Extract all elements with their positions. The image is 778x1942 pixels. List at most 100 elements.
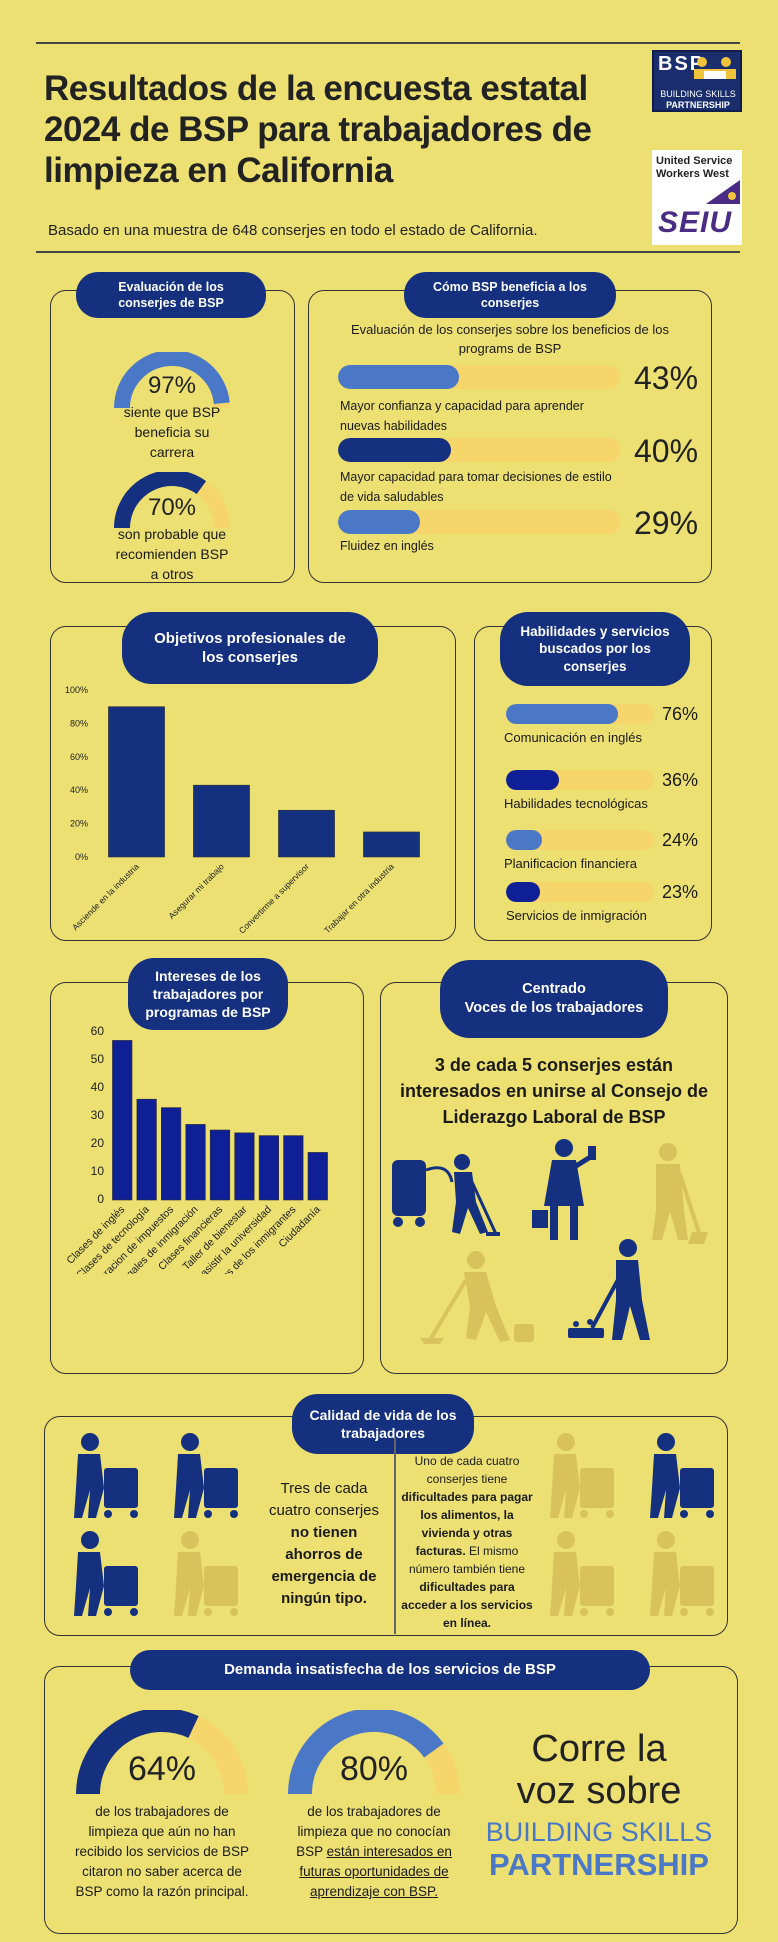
benefit-3-value: 29%	[634, 505, 699, 541]
x-category-label: Asciende en la industria	[70, 861, 141, 932]
skill-bar-3	[506, 830, 654, 850]
bar	[307, 1152, 328, 1201]
skill-bar-1-fill	[506, 704, 619, 724]
demand-stat2-text: de los trabajadores de limpieza que no c…	[286, 1802, 462, 1902]
y-tick-label: 10	[91, 1164, 105, 1178]
demand-stat2-text-b: están interesados en futuras oportunidad…	[299, 1844, 452, 1899]
benefit-1-label: Mayor confianza y capacidad para aprende…	[340, 399, 584, 433]
quality-left-text-b: no tienen ahorros de emergencia de ningú…	[271, 1524, 377, 1607]
demand-pill: Demanda insatisfecha de los servicios de…	[130, 1650, 650, 1690]
skill-bar-4	[506, 882, 654, 902]
x-category-label: Taller sobre derechos de los inmigrantes	[157, 1204, 299, 1274]
gauge-80-fill	[288, 1710, 444, 1795]
demand-stat1-text: de los trabajadores de limpieza que aún …	[74, 1804, 250, 1899]
seiu-logo: United Service Workers West SEIU	[652, 150, 742, 245]
gauge-97-fill	[114, 352, 230, 409]
skills-pill: Habilidades y servicios buscados por los…	[500, 612, 690, 686]
bar	[161, 1107, 182, 1201]
quality-right-text: Uno de cada cuatro conserjes tiene dific…	[398, 1452, 536, 1632]
quality-left-text-a: Tres de cada cuatro conserjes	[268, 1480, 380, 1519]
skill-bar-2	[506, 770, 654, 790]
page-title: Resultados de la encuesta estatal 2024 d…	[44, 68, 644, 191]
skill-1-label: Comunicación en inglés	[504, 730, 643, 745]
cta-line3: BUILDING SKILLS	[485, 1817, 713, 1847]
x-category-label: Trabajar en otra industria	[322, 861, 396, 935]
y-tick-label: 30	[91, 1108, 105, 1122]
bar	[185, 1124, 206, 1201]
bar	[108, 706, 165, 858]
page-title-line1: Resultados de la encuesta estatal	[44, 69, 588, 108]
interests-pill: Intereses de los trabajadores por progra…	[128, 958, 288, 1030]
benefit-bar-2	[338, 438, 620, 462]
page-title-line2: 2024 de BSP para trabajadores de	[44, 110, 592, 149]
bar	[283, 1135, 304, 1201]
page-title-line3: limpieza en California	[44, 151, 393, 190]
gauge-80	[288, 1710, 460, 1795]
evaluation-pill: Evaluación de los conserjes de BSP	[76, 272, 266, 318]
benefit-1-value: 43%	[634, 360, 699, 396]
bar	[278, 809, 335, 858]
bar	[209, 1129, 231, 1201]
bar	[193, 784, 250, 858]
janitor-broom-faded-icon	[652, 1143, 708, 1244]
janitor-sweeping-icon	[568, 1239, 650, 1340]
bsp-logo-letters: BSP	[658, 53, 706, 75]
janitor-spray-icon	[532, 1139, 596, 1240]
seiu-logo-line2: Workers West	[656, 168, 729, 180]
sunrise-icon	[706, 180, 740, 204]
benefits-pill: Cómo BSP beneficia a los conserjes	[404, 272, 616, 318]
cta-line2: voz sobre	[516, 1770, 682, 1812]
goals-chart: 0% 20% 40% 60% 80% 100% Asciende en la industr…	[65, 685, 420, 936]
quality-right-text-c: El mismo número también tiene	[408, 1544, 526, 1576]
skill-bar-3-fill	[506, 830, 542, 850]
skill-3-value: 24%	[662, 830, 699, 850]
title-rule-top	[36, 42, 740, 44]
bsp-logo-name1: BUILDING SKILLS	[660, 89, 736, 99]
skill-2-label: Habilidades tecnológicas	[504, 796, 648, 811]
skill-2-value: 36%	[662, 770, 699, 790]
bar	[258, 1135, 279, 1201]
skill-4-value: 23%	[662, 882, 699, 902]
janitor-cart-group-right-icon	[550, 1433, 714, 1616]
gauge-64	[76, 1710, 248, 1795]
y-tick-label: 60	[91, 1024, 105, 1038]
janitor-mop-faded-icon	[420, 1251, 534, 1344]
skill-4-label: Servicios de inmigración	[506, 908, 647, 923]
cta-line1: Corre la	[531, 1728, 667, 1770]
demand-stat2-text-a: de los trabajadores de limpieza que no c…	[296, 1804, 451, 1859]
skill-bar-2-fill	[506, 770, 560, 790]
bar	[234, 1132, 255, 1201]
reading-figures-icon	[694, 57, 736, 79]
bar	[363, 831, 420, 858]
voices-statement: 3 de cada 5 conserjes están interesados …	[399, 1055, 709, 1127]
demand-stat1-value: 64%	[127, 1750, 197, 1788]
page-subtitle: Basado en una muestra de 648 conserjes e…	[48, 222, 538, 239]
benefit-bar-1	[338, 365, 620, 389]
benefit-bar-3-fill	[338, 510, 420, 534]
skill-bar-4-fill	[506, 882, 541, 902]
quality-right-text-a: Uno de cada cuatro conserjes tiene	[414, 1454, 520, 1486]
x-category-label: Asegurar mi trabajo	[166, 861, 226, 921]
y-tick-label: 60%	[70, 752, 88, 762]
y-tick-label: 80%	[70, 718, 88, 728]
quality-right-text-b: dificultades para pagar los alimentos, l…	[401, 1490, 533, 1558]
goals-pill: Objetivos profesionales de los conserjes	[122, 612, 378, 684]
voices-pill-line2: Voces de los trabajadores	[464, 1000, 644, 1016]
skill-1-value: 76%	[662, 704, 699, 724]
y-tick-label: 20%	[70, 819, 88, 829]
seiu-logo-wordmark: SEIU	[658, 206, 733, 239]
y-tick-label: 40	[91, 1080, 105, 1094]
quality-right-text-d: dificultades para acceder a los servicio…	[401, 1580, 533, 1630]
bsp-logo: BSP BUILDING SKILLS PARTNERSHIP	[652, 50, 742, 112]
benefits-panel	[308, 290, 712, 583]
title-rule-bottom	[36, 251, 740, 253]
benefit-2-value: 40%	[634, 433, 699, 469]
quality-pill: Calidad de vida de los trabajadores	[292, 1394, 474, 1454]
bar	[136, 1098, 157, 1201]
y-tick-label: 100%	[65, 685, 88, 695]
quality-divider	[394, 1438, 396, 1634]
x-category-label: Convertirme a supervisor	[237, 861, 311, 935]
skill-bar-1	[506, 704, 654, 724]
benefit-2-label: Mayor capacidad para tomar decisiones de…	[340, 470, 612, 504]
